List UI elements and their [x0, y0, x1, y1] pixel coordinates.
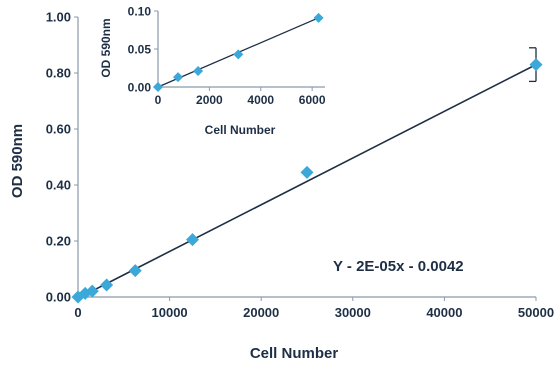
main-data-point: [85, 284, 99, 298]
inset-x-tick-label: 4000: [247, 93, 274, 107]
main-data-point: [186, 233, 199, 247]
main-x-tick-label: 20000: [243, 305, 279, 320]
main-y-tick-label: 0.00: [46, 290, 71, 305]
inset-data-point: [193, 66, 204, 77]
main-data-point: [100, 278, 114, 292]
main-y-tick-label: 0.20: [46, 234, 71, 249]
inset-y-tick-label: 0.10: [128, 5, 152, 19]
main-data-point: [529, 58, 543, 72]
inset-x-tick-label: 2000: [196, 93, 223, 107]
main-data-point: [128, 264, 142, 278]
main-data-point: [300, 165, 314, 179]
main-y-tick-label: 1.00: [46, 10, 71, 25]
inset-y-tick-label: 0.00: [128, 81, 152, 95]
inset-data-point: [153, 82, 163, 92]
inset-x-axis-title: Cell Number: [205, 123, 276, 137]
inset-data-point: [233, 49, 244, 60]
inset-y-axis-title: OD 590nm: [99, 18, 113, 77]
main-trendline: [77, 63, 537, 299]
inset-data-point: [313, 12, 324, 23]
inset-x-tick-label: 6000: [299, 93, 326, 107]
main-x-axis-title: Cell Number: [250, 345, 339, 362]
main-x-tick-label: 40000: [426, 305, 462, 320]
main-x-tick-label: 10000: [152, 305, 188, 320]
trendline-equation: Y - 2E-05x - 0.0042: [333, 258, 464, 275]
inset-x-tick-label: 0: [155, 93, 162, 107]
main-x-tick-label: 0: [74, 305, 81, 320]
main-plot: OD 590nm Cell Number Y - 2E-05x - 0.0042…: [9, 10, 554, 363]
main-y-tick-label: 0.60: [46, 122, 71, 137]
inset-y-tick-label: 0.05: [128, 43, 152, 57]
main-y-axis-title: OD 590nm: [9, 124, 26, 198]
inset-plot: OD 590nm Cell Number 0.00 0.05 0.10 0 2000 40…: [99, 5, 326, 138]
main-x-tick-label: 30000: [335, 305, 371, 320]
main-x-tick-label: 50000: [518, 305, 554, 320]
main-y-tick-label: 0.40: [46, 178, 71, 193]
main-y-tick-label: 0.80: [46, 66, 71, 81]
inset-data-point: [173, 72, 184, 83]
